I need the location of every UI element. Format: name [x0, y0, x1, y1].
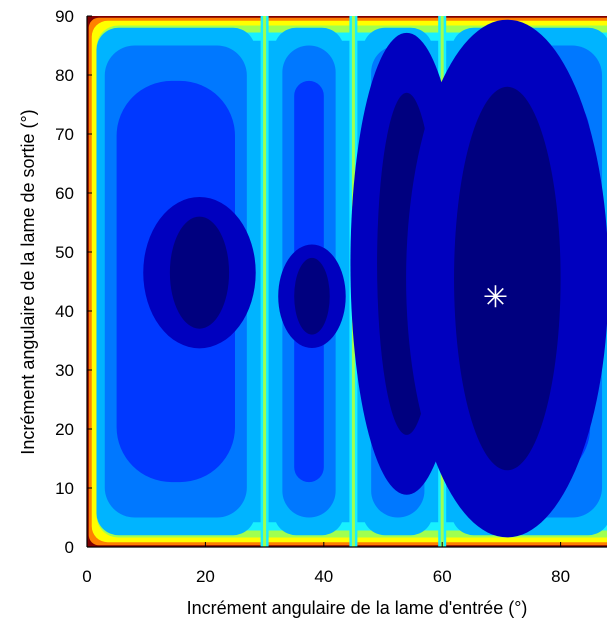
- contour-regions: [88, 16, 607, 547]
- contour-level-minimum: [169, 216, 230, 329]
- optimum-marker-stroke: [487, 287, 504, 305]
- optimum-marker: [484, 285, 507, 308]
- y-tick-label: 20: [55, 420, 74, 439]
- y-axis-title: Incrément angulaire de la lame de sortie…: [18, 109, 38, 454]
- x-tick-label: 80: [551, 567, 570, 586]
- y-tick-label: 90: [55, 7, 74, 26]
- y-tick-label: 60: [55, 184, 74, 203]
- x-axis-ticks: 0 20 40 60 80: [82, 542, 570, 586]
- cell-boundary-core: [263, 16, 267, 547]
- x-tick-label: 20: [196, 567, 215, 586]
- x-tick-label: 0: [82, 567, 91, 586]
- contour-level-minimum: [454, 86, 561, 471]
- y-tick-label: 0: [65, 538, 74, 557]
- y-tick-label: 10: [55, 479, 74, 498]
- contour-level-minimum: [294, 257, 330, 335]
- y-tick-label: 50: [55, 243, 74, 262]
- y-tick-label: 80: [55, 66, 74, 85]
- x-tick-label: 60: [433, 567, 452, 586]
- x-tick-label: 40: [314, 567, 333, 586]
- y-tick-label: 40: [55, 302, 74, 321]
- y-tick-label: 30: [55, 361, 74, 380]
- x-axis-title: Incrément angulaire de la lame d'entrée …: [187, 598, 528, 618]
- plot-area: [87, 16, 607, 547]
- y-axis-ticks: 0 10 20 30 40 50 60 70 80 90: [55, 7, 92, 557]
- y-tick-label: 70: [55, 125, 74, 144]
